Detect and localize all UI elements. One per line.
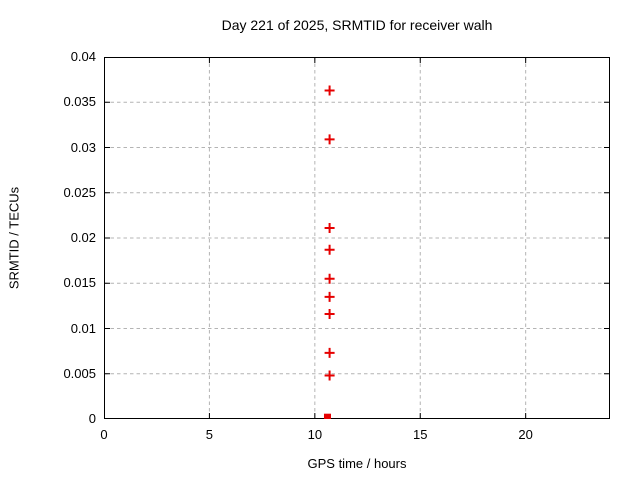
y-tick-label: 0.025	[63, 184, 96, 200]
data-point-plus-icon	[324, 273, 335, 284]
x-tick-label: 20	[518, 427, 533, 442]
y-tick-label: 0.02	[70, 230, 96, 245]
data-point-plus-icon	[324, 244, 335, 255]
plot-border	[104, 57, 610, 419]
data-point-square-icon	[323, 413, 331, 419]
y-tick-label: 0.005	[63, 365, 96, 381]
data-point-plus-icon	[324, 85, 335, 96]
x-tick-label: 5	[205, 427, 214, 442]
y-tick-label: 0.015	[63, 275, 96, 291]
data-point-plus-icon	[324, 309, 335, 320]
x-tick-label: 15	[413, 427, 428, 442]
data-point-plus-icon	[324, 347, 335, 358]
x-tick-label: 0	[100, 427, 108, 442]
y-tick-label: 0.03	[70, 139, 96, 155]
x-tick-label: 10	[307, 427, 323, 442]
y-tick-label: 0	[88, 411, 96, 426]
chart-title: Day 221 of 2025, SRMTID for receiver wal…	[221, 17, 493, 33]
data-point-plus-icon	[324, 223, 335, 234]
data-point-plus-icon	[324, 134, 335, 145]
data-point-plus-icon	[324, 370, 335, 381]
y-tick-label: 0.01	[70, 320, 96, 336]
y-tick-label: 0.04	[70, 49, 96, 64]
y-axis-label: SRMTID / TECUs	[6, 186, 22, 290]
y-tick-label: 0.035	[63, 94, 96, 110]
plot-svg	[104, 57, 610, 419]
data-point-plus-icon	[324, 291, 335, 302]
plot-area	[104, 57, 610, 419]
x-axis-label: GPS time / hours	[307, 456, 407, 471]
